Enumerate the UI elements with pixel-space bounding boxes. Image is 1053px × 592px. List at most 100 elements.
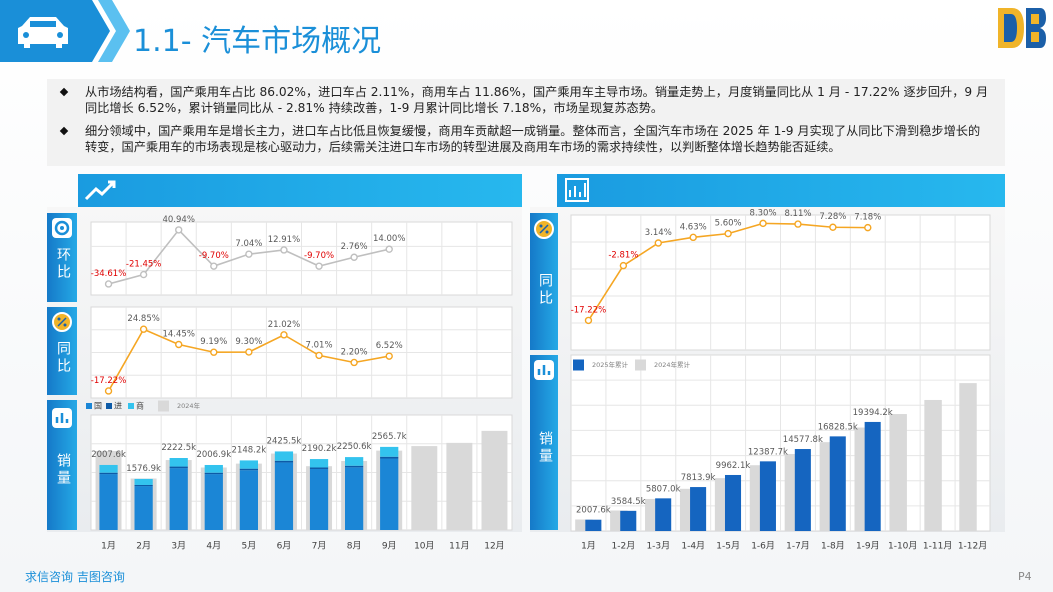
legend-swatch — [106, 403, 112, 409]
point — [385, 352, 393, 360]
bar — [309, 468, 329, 530]
bar — [620, 510, 637, 531]
bar — [274, 462, 294, 530]
x-tick-label: 6月 — [277, 541, 292, 552]
x-tick-label: 1-4月 — [681, 541, 705, 552]
value-label: 24.85% — [127, 314, 159, 324]
bullet: 从市场结构看，国产乘用车占比 86.02%，进口车占 2.11%，商用车占 11… — [59, 84, 991, 116]
side-label: 销量 — [537, 431, 553, 465]
point — [724, 229, 732, 238]
point — [829, 223, 837, 231]
value-label: 8.11% — [784, 209, 811, 219]
value-label: 7.18% — [854, 213, 881, 223]
value-label: 8.30% — [750, 208, 777, 218]
side-icon — [52, 218, 554, 428]
bar — [99, 474, 118, 530]
bar — [411, 446, 438, 530]
bar — [690, 487, 707, 531]
point — [210, 262, 218, 270]
value-label: 14.45% — [162, 330, 194, 340]
x-tick-label: 5月 — [242, 541, 257, 552]
bar — [345, 457, 364, 466]
x-tick-label: 2月 — [136, 541, 151, 552]
point — [584, 316, 593, 325]
point — [350, 358, 358, 367]
x-tick-label: 4月 — [206, 541, 221, 552]
x-tick-label: 1-6月 — [751, 541, 775, 552]
value-label: 19394.2k — [853, 408, 893, 418]
side-label: 环比 — [55, 247, 71, 281]
value-label: 21.02% — [268, 320, 300, 330]
bullet-box: 从市场结构看，国产乘用车占比 86.02%，进口车占 2.11%，商用车占 11… — [47, 79, 1005, 166]
point — [245, 250, 253, 258]
bar — [274, 460, 294, 463]
bar — [759, 461, 776, 531]
point — [350, 253, 358, 261]
legend-swatch — [128, 403, 134, 409]
bar — [274, 451, 294, 461]
bar — [655, 498, 672, 531]
x-tick-label: 1-5月 — [716, 541, 740, 552]
bar — [585, 519, 602, 531]
banner-text: 本期月度销量国产86.02%，进口2.11%，商用11.86%。 — [136, 9, 472, 24]
x-tick-label: 7月 — [312, 541, 327, 552]
value-label: 2565.7k — [372, 432, 407, 442]
bar — [829, 436, 846, 531]
x-tick-label: 10月 — [414, 541, 434, 552]
value-label: 2250.6k — [337, 442, 372, 452]
bar — [959, 383, 977, 531]
point — [385, 245, 393, 253]
bar — [345, 467, 364, 530]
value-label: 2222.5k — [161, 443, 196, 453]
value-label: 7.28% — [819, 212, 846, 222]
bar — [134, 486, 153, 530]
bar — [380, 456, 399, 459]
point — [104, 387, 113, 395]
bar — [575, 519, 593, 531]
x-tick-label: 8月 — [347, 541, 362, 552]
bullet-marker — [59, 126, 69, 136]
value-label: 2425.5k — [267, 436, 302, 446]
point — [104, 280, 113, 288]
footer-brand: 求信咨询 吉图咨询 — [25, 570, 125, 584]
banner-text: 本期累计销量国产86.02%，进口2.11%，商用11.86%。 — [620, 9, 956, 24]
value-label: 12387.7k — [748, 447, 788, 457]
side-label: 同比 — [55, 341, 71, 375]
x-tick-label: 9月 — [382, 541, 397, 552]
value-label: 5807.0k — [646, 484, 681, 494]
slide-title: 1.1- 汽车市场概况 — [133, 24, 382, 59]
value-label: 3.14% — [645, 228, 672, 238]
value-label: 4.63% — [680, 222, 707, 232]
bar — [345, 465, 364, 468]
value-label: -34.61% — [91, 269, 126, 279]
header-chevron — [98, 0, 130, 62]
value-label: -21.45% — [126, 260, 161, 270]
value-label: 12.91% — [268, 235, 300, 245]
bullet-text: 从市场结构看，国产乘用车占比 86.02%，进口车占 2.11%，商用车占 11… — [85, 85, 989, 115]
value-label: 14.00% — [373, 234, 405, 244]
trend-icon — [84, 180, 116, 201]
point — [794, 220, 802, 228]
chart-icon — [565, 178, 589, 202]
bullet-text: 细分领域中，国产乘用车是增长主力，进口车占比低且恢复缓慢，商用车贡献超一成销量。… — [85, 124, 981, 154]
x-tick-label: 1-7月 — [786, 541, 810, 552]
bar — [309, 467, 329, 469]
value-label: 1576.9k — [126, 464, 161, 474]
point — [139, 325, 148, 333]
value-label: 16828.5k — [818, 422, 858, 432]
value-label: -9.70% — [304, 251, 334, 261]
point — [315, 351, 323, 360]
value-label: 2007.6k — [576, 506, 611, 516]
value-label: 2006.9k — [196, 450, 231, 460]
bar — [169, 466, 188, 469]
x-tick-label: 1-8月 — [821, 541, 845, 552]
point — [864, 223, 872, 232]
bar — [924, 399, 942, 531]
point — [245, 348, 253, 356]
point — [210, 348, 218, 356]
bar — [380, 458, 399, 530]
value-label: 5.60% — [715, 219, 742, 229]
bar — [239, 468, 258, 471]
bar — [309, 459, 329, 468]
bar — [889, 414, 907, 531]
